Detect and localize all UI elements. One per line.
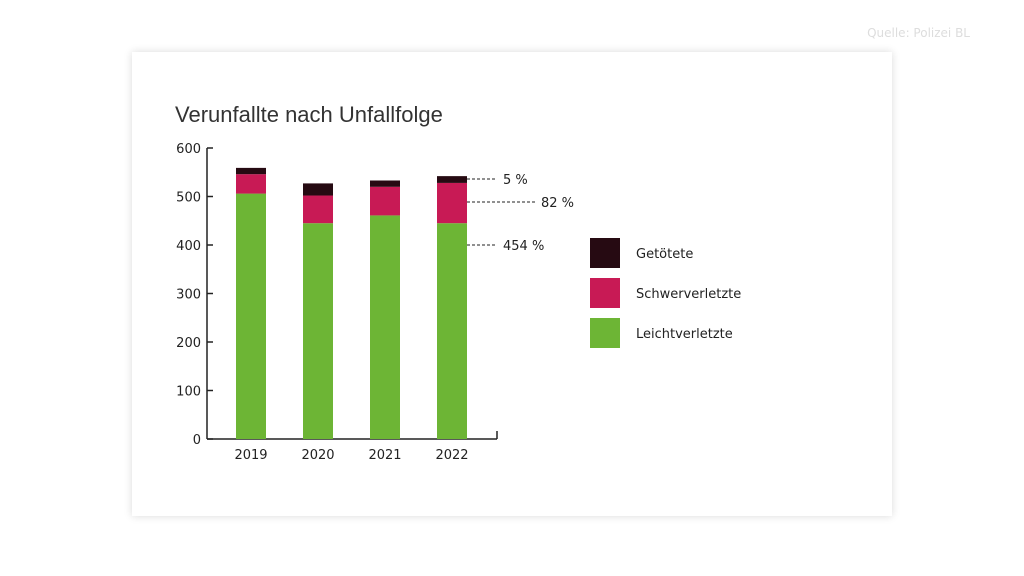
legend-swatch [590, 238, 620, 268]
bar-schwerverletzte-2020 [303, 195, 333, 224]
x-tick-label: 2021 [368, 448, 401, 463]
legend-label: Schwerverletzte [636, 287, 741, 302]
annotation-label: 5 % [503, 173, 528, 188]
legend-label: Getötete [636, 247, 693, 262]
legend-label: Leichtverletzte [636, 327, 733, 342]
bar-getötete-2022 [437, 176, 467, 183]
y-tick-label: 200 [176, 336, 201, 351]
source-note: Quelle: Polizei BL [867, 26, 970, 40]
bar-leichtverletzte-2022 [437, 223, 467, 439]
y-tick-label: 100 [176, 385, 201, 400]
bar-schwerverletzte-2021 [370, 186, 400, 216]
bar-schwerverletzte-2022 [437, 182, 467, 224]
y-tick-label: 500 [176, 191, 201, 206]
annotation-label: 454 % [503, 239, 544, 254]
x-tick-label: 2019 [234, 448, 267, 463]
legend-swatch [590, 278, 620, 308]
y-tick-label: 600 [176, 142, 201, 157]
bar-schwerverletzte-2019 [236, 174, 266, 194]
legend-swatch [590, 318, 620, 348]
bar-getötete-2020 [303, 183, 333, 196]
x-tick-label: 2020 [301, 448, 334, 463]
y-tick-label: 400 [176, 239, 201, 254]
bar-leichtverletzte-2021 [370, 215, 400, 439]
bar-getötete-2021 [370, 180, 400, 187]
bar-getötete-2019 [236, 167, 266, 175]
bar-leichtverletzte-2019 [236, 193, 266, 439]
y-tick-label: 0 [193, 433, 201, 448]
bar-leichtverletzte-2020 [303, 223, 333, 439]
x-tick-label: 2022 [435, 448, 468, 463]
annotation-label: 82 % [541, 196, 574, 211]
chart-title: Verunfallte nach Unfallfolge [175, 102, 443, 127]
y-tick-label: 300 [176, 288, 201, 303]
